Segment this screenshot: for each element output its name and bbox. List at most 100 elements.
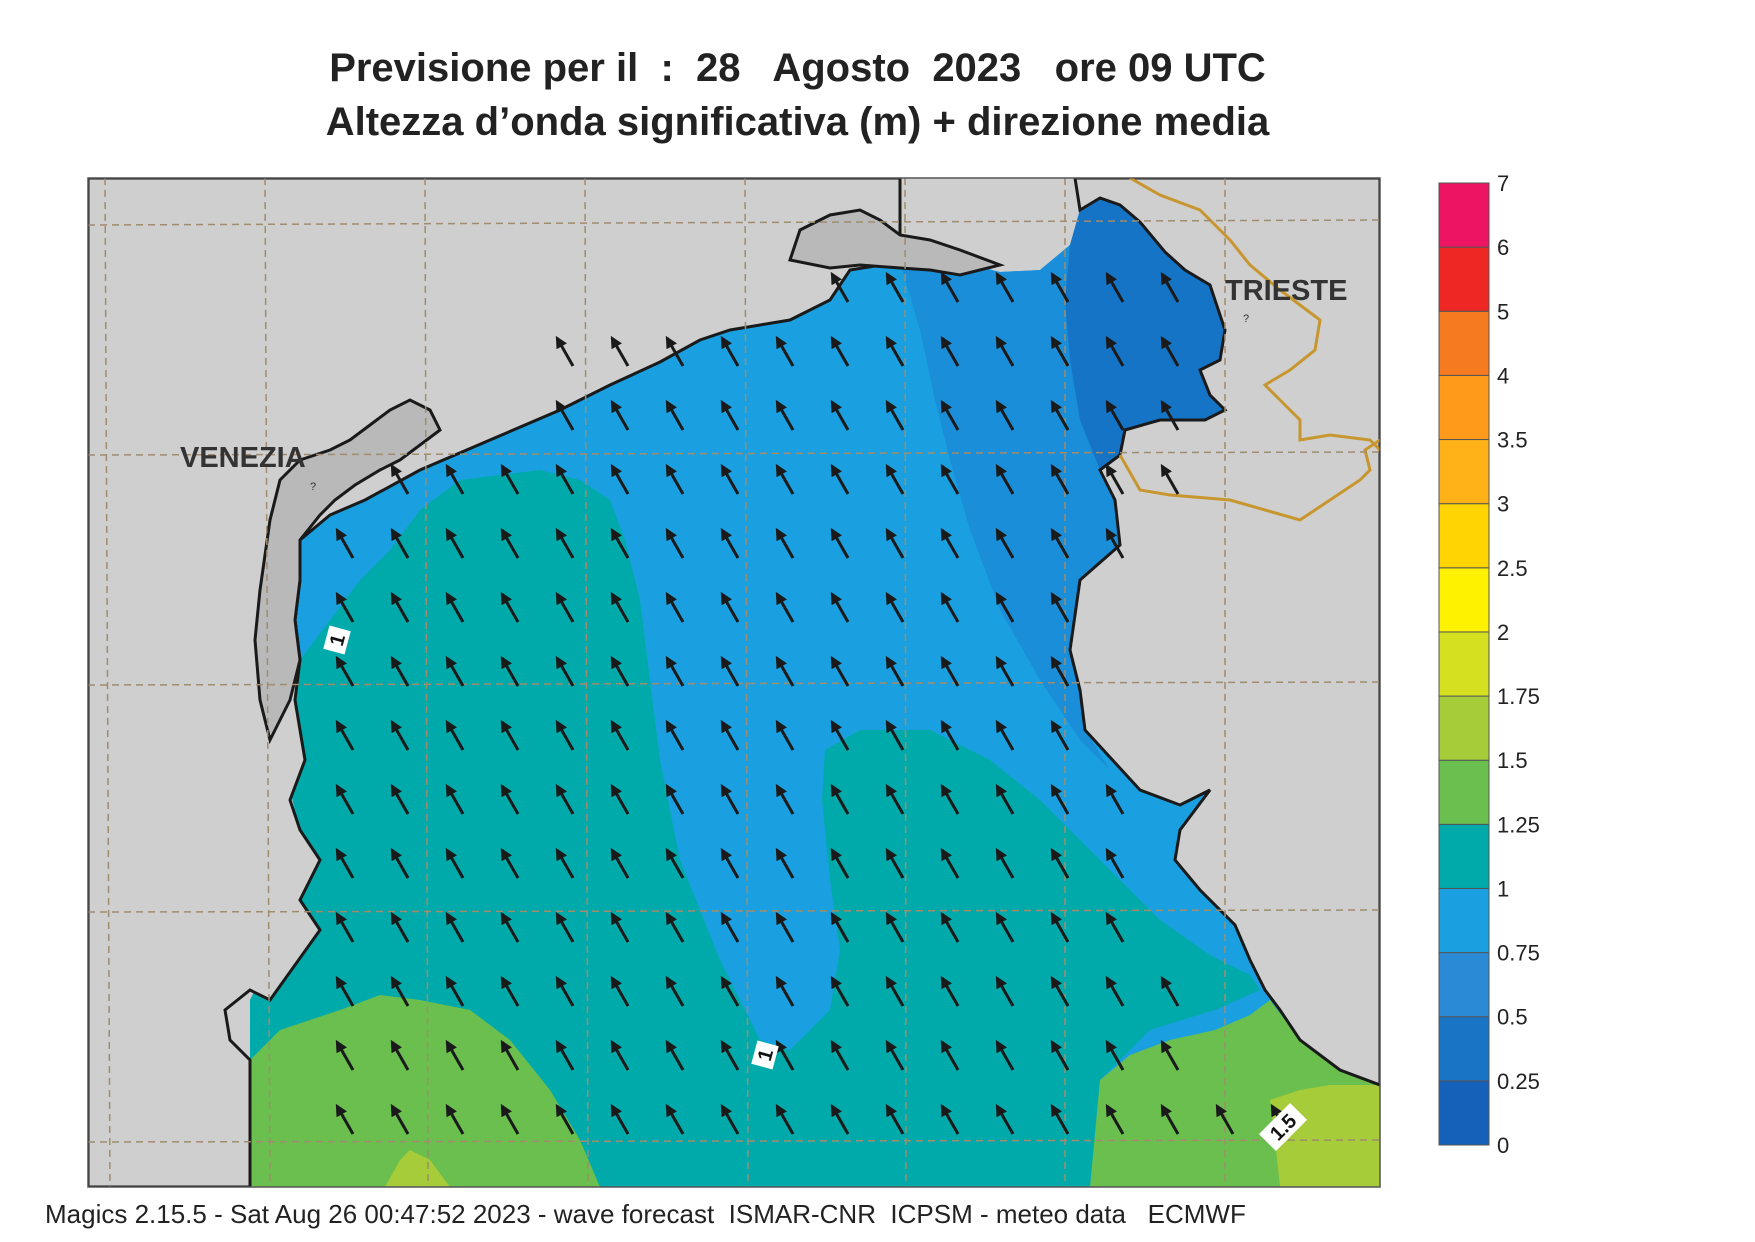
direction-arrow xyxy=(720,527,740,559)
direction-arrow xyxy=(830,527,850,559)
map-frame xyxy=(87,177,1381,1188)
legend-swatch xyxy=(1438,503,1490,569)
direction-arrow xyxy=(390,655,410,687)
national-border xyxy=(1129,178,1380,452)
direction-arrow xyxy=(1050,335,1070,367)
direction-arrow xyxy=(775,1103,795,1135)
legend-tick-label: 2 xyxy=(1497,620,1509,645)
direction-arrow xyxy=(775,335,795,367)
direction-arrow xyxy=(885,271,905,303)
legend-swatch xyxy=(1438,182,1490,248)
direction-arrow xyxy=(500,1039,520,1071)
direction-arrow xyxy=(995,655,1015,687)
direction-arrow xyxy=(1105,1039,1125,1071)
legend-swatch xyxy=(1438,310,1490,376)
direction-arrow xyxy=(720,591,740,623)
direction-arrow xyxy=(885,335,905,367)
direction-arrow xyxy=(775,911,795,943)
direction-arrow xyxy=(555,911,575,943)
direction-arrow xyxy=(775,975,795,1007)
direction-arrow xyxy=(665,399,685,431)
direction-arrow xyxy=(500,1103,520,1135)
direction-arrow xyxy=(1050,655,1070,687)
direction-arrow xyxy=(610,911,630,943)
direction-arrow xyxy=(390,527,410,559)
contour-label-1-left: 1 xyxy=(323,625,351,655)
direction-arrow xyxy=(995,1039,1015,1071)
legend-swatch xyxy=(1438,1080,1490,1146)
direction-arrow xyxy=(500,975,520,1007)
legend-tick-label: 4 xyxy=(1497,363,1509,388)
direction-arrow xyxy=(940,975,960,1007)
legend-tick-label: 3.5 xyxy=(1497,428,1528,453)
direction-arrow xyxy=(390,975,410,1007)
direction-arrow xyxy=(445,1039,465,1071)
legend-tick-label: 2.5 xyxy=(1497,556,1528,581)
direction-arrow xyxy=(390,591,410,623)
direction-arrow xyxy=(940,335,960,367)
direction-arrow xyxy=(1160,335,1180,367)
direction-arrow xyxy=(720,1103,740,1135)
direction-arrow xyxy=(555,399,575,431)
direction-arrow xyxy=(885,655,905,687)
city-venezia: VENEZIA xyxy=(180,442,306,474)
direction-arrow xyxy=(335,1103,355,1135)
direction-arrow xyxy=(335,911,355,943)
direction-arrow xyxy=(885,847,905,879)
direction-arrow xyxy=(1105,271,1125,303)
direction-arrow xyxy=(500,527,520,559)
direction-arrow xyxy=(775,399,795,431)
direction-arrow xyxy=(940,1039,960,1071)
direction-arrow xyxy=(1050,783,1070,815)
direction-arrow xyxy=(665,655,685,687)
direction-arrow xyxy=(445,911,465,943)
sea-zone-1-125 xyxy=(250,470,1260,1187)
direction-arrow xyxy=(335,719,355,751)
direction-arrow xyxy=(555,1103,575,1135)
direction-arrow xyxy=(500,783,520,815)
legend-tick-label: 0.5 xyxy=(1497,1005,1528,1030)
direction-arrow xyxy=(335,847,355,879)
direction-arrow xyxy=(1160,271,1180,303)
direction-arrow xyxy=(830,1039,850,1071)
direction-arrow xyxy=(335,975,355,1007)
direction-arrow xyxy=(500,655,520,687)
direction-arrow xyxy=(500,911,520,943)
direction-arrow xyxy=(720,911,740,943)
direction-arrow xyxy=(610,783,630,815)
direction-arrow xyxy=(555,1039,575,1071)
direction-arrow xyxy=(830,271,850,303)
direction-arrow xyxy=(720,719,740,751)
direction-arrow xyxy=(885,1039,905,1071)
direction-arrow xyxy=(1160,399,1180,431)
direction-arrow xyxy=(1050,975,1070,1007)
legend-tick-label: 1.25 xyxy=(1497,812,1540,837)
direction-arrow xyxy=(665,719,685,751)
direction-arrow xyxy=(610,527,630,559)
direction-arrow xyxy=(995,847,1015,879)
direction-arrow xyxy=(885,1103,905,1135)
direction-arrow xyxy=(995,271,1015,303)
direction-arrow xyxy=(555,719,575,751)
direction-arrow xyxy=(610,1103,630,1135)
direction-arrow xyxy=(775,463,795,495)
direction-arrow xyxy=(445,1103,465,1135)
sea-zone-15-175-left xyxy=(385,1150,450,1187)
direction-arrow xyxy=(610,335,630,367)
direction-arrow xyxy=(830,911,850,943)
legend-tick-label: 0.75 xyxy=(1497,941,1540,966)
direction-arrow xyxy=(610,463,630,495)
direction-arrow xyxy=(830,1103,850,1135)
direction-arrow xyxy=(1160,463,1180,495)
direction-arrow xyxy=(775,527,795,559)
direction-arrow xyxy=(390,463,410,495)
legend-tick-label: 7 xyxy=(1497,171,1509,196)
direction-arrow xyxy=(995,591,1015,623)
direction-arrow xyxy=(1105,335,1125,367)
direction-arrow xyxy=(830,655,850,687)
legend-tick-label: 1.75 xyxy=(1497,684,1540,709)
direction-arrow xyxy=(445,591,465,623)
direction-arrow xyxy=(500,719,520,751)
svg-text:?: ? xyxy=(310,481,316,493)
national-border-2 xyxy=(1118,438,1380,522)
